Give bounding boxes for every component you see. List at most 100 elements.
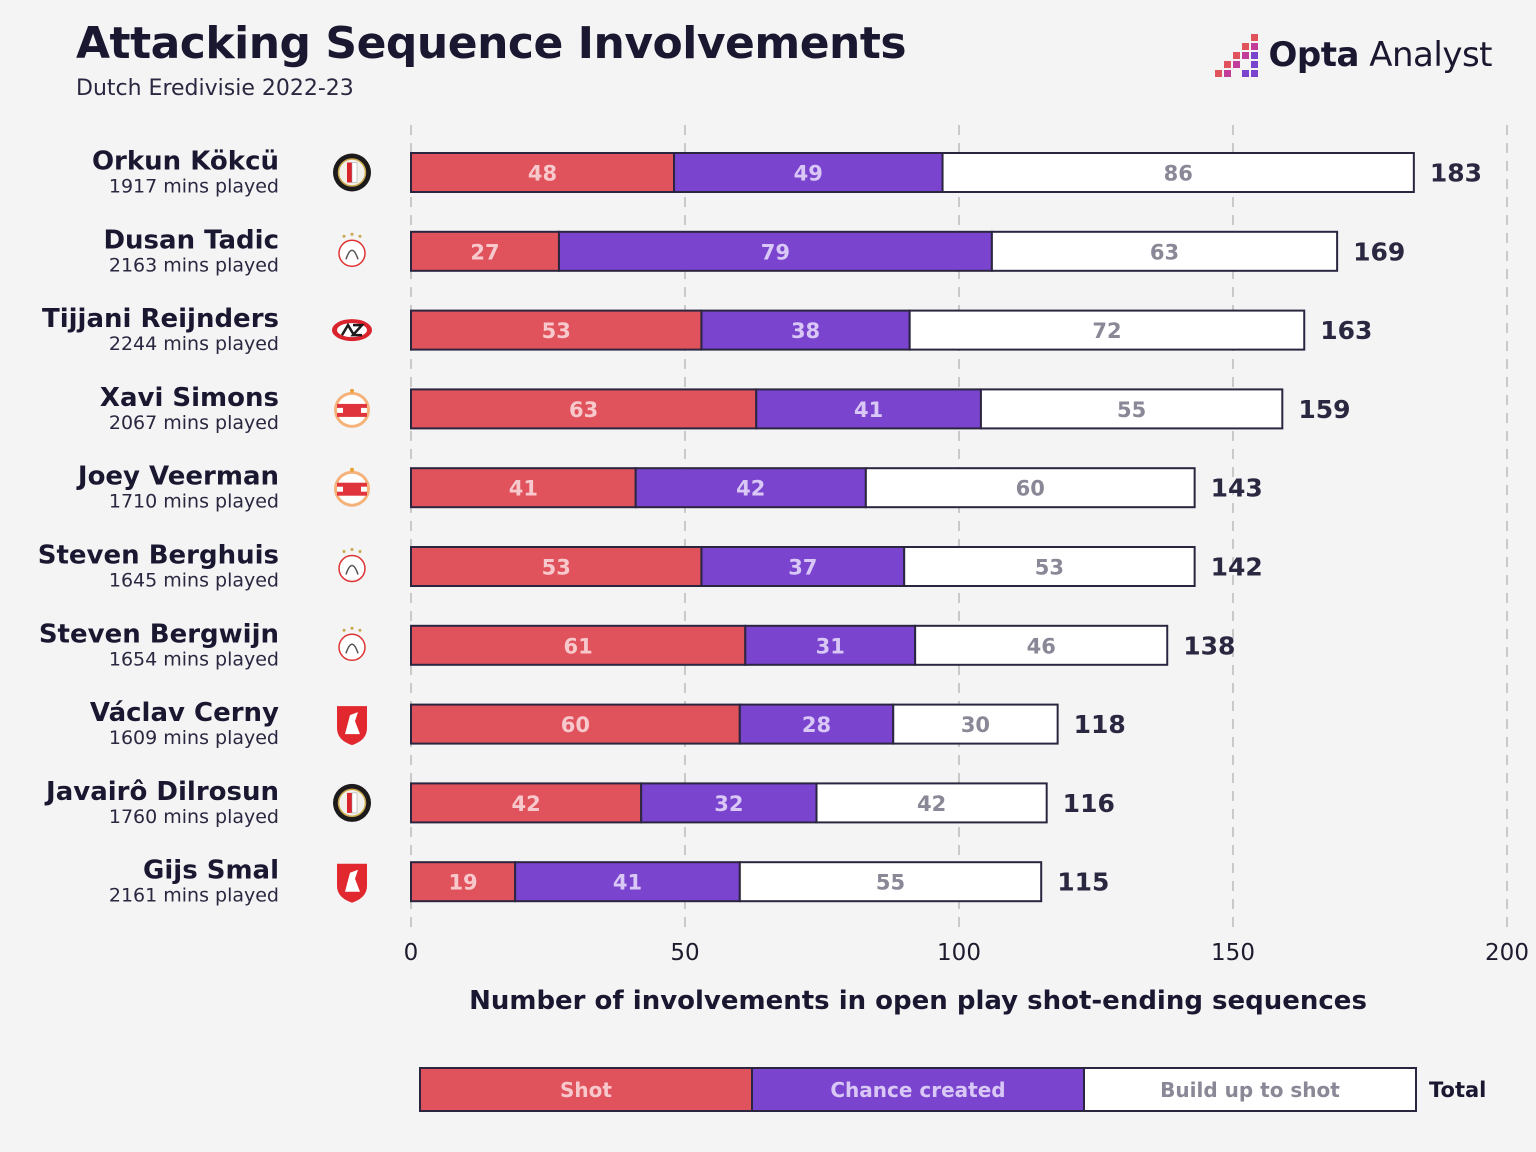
az-badge-icon [332,319,372,342]
segment-value-label: 48 [528,162,557,186]
bar-segment-shot [410,309,703,351]
player-name: Joey Veerman [76,462,279,492]
bar-segment-build-up [941,152,1415,193]
player-name: Orkun Kökcü [92,147,279,177]
legend: Shot Chance created Build up to shot Tot… [419,1067,1486,1112]
badge-star [350,548,354,551]
total-value-label: 159 [1298,395,1350,424]
badge-shield [338,239,366,268]
badge-stripe [337,412,367,417]
bar-segment-chance-created [673,152,944,193]
segment-value-label: 55 [1117,398,1146,422]
badge-star [342,234,346,238]
player-minutes: 2163 mins played [109,254,279,276]
segment-value-label: 53 [542,319,571,343]
bar-segment-shot [410,624,747,666]
twente-badge-icon [337,863,367,903]
player-name: Xavi Simons [100,383,279,413]
segment-value-label: 27 [470,240,499,264]
badge-stripe [337,491,367,496]
ajax-badge-icon [338,232,366,268]
bar-segment-chance-created [514,861,741,903]
total-value-label: 169 [1353,237,1405,266]
x-tick-label: 0 [404,940,419,966]
bar-segment-shot [410,230,560,272]
badge-stripe [337,403,367,408]
segment-value-label: 31 [816,634,845,658]
bar-segment-chance-created [634,467,867,509]
x-tick-label: 50 [670,940,699,966]
total-value-label: 143 [1211,474,1263,503]
segment-value-label: 28 [802,713,831,737]
bar-segment-shot [410,782,643,824]
total-value-label: 138 [1183,631,1235,660]
badge-stripe [351,162,358,183]
bar-segment-chance-created [557,230,993,272]
segment-value-label: 86 [1164,162,1193,186]
player-minutes: 1917 mins played [109,176,279,198]
x-tick-label: 150 [1211,940,1255,966]
bar-segment-build-up [815,782,1048,824]
bar-segment-shot [410,703,741,745]
legend-total: Total [1429,1077,1487,1102]
segment-value-label: 53 [1035,556,1064,580]
player-minutes: 1609 mins played [109,727,279,749]
player-minutes: 1645 mins played [109,570,279,592]
x-tick-label: 200 [1485,940,1529,966]
segment-value-label: 38 [791,319,820,343]
player-minutes: 2161 mins played [109,885,279,907]
badge-horse [345,869,360,892]
badge-face [345,564,359,575]
bar-segment-build-up [892,703,1059,745]
segment-value-label: 42 [917,792,946,816]
feyenoord-badge-icon [333,783,371,822]
bar-segment-build-up [864,467,1196,509]
badge-star [358,234,362,238]
badge-star [350,626,354,630]
segment-value-label: 49 [794,162,823,186]
segment-value-label: 63 [1150,240,1179,264]
bar-segment-build-up [990,230,1339,272]
ajax-badge-icon [338,626,366,662]
brand-name-light: Analyst [1358,35,1492,75]
legend-chance-created: Chance created [751,1069,1083,1110]
segment-value-label: 79 [761,240,790,264]
badge-star [350,467,354,472]
total-value-label: 116 [1063,789,1115,818]
player-minutes: 1760 mins played [109,806,279,828]
bar-segment-chance-created [700,546,906,587]
segment-value-label: 63 [569,398,598,422]
bar-segment-build-up [914,624,1169,666]
total-value-label: 118 [1074,710,1126,739]
total-value-label: 142 [1211,553,1263,582]
opta-analyst-logo: Opta Analyst [1211,30,1493,80]
player-name: Steven Bergwijn [39,619,279,649]
badge-star [350,388,354,393]
total-value-label: 115 [1057,868,1109,897]
player-name: Tijjani Reijnders [42,304,279,334]
bar-segment-chance-created [744,624,917,666]
segment-value-label: 32 [714,792,743,816]
segment-value-label: 41 [613,871,642,895]
segment-value-label: 42 [736,477,765,501]
badge-plate [343,485,361,493]
segment-value-label: 55 [876,871,905,895]
chart-title: Attacking Sequence Involvements [76,18,907,69]
segment-value-label: 19 [448,871,477,895]
segment-value-label: 60 [561,713,590,737]
brand-name-bold: Opta [1268,35,1360,75]
legend-bar: Shot Chance created Build up to shot [419,1067,1417,1112]
chart-subtitle: Dutch Eredivisie 2022-23 [76,76,354,101]
segment-value-label: 30 [961,713,990,737]
badge-horse [345,712,360,735]
x-axis-label: Number of involvements in open play shot… [469,986,1367,1016]
badge-plate [343,406,361,414]
bar-segment-chance-created [700,309,911,351]
legend-build-up: Build up to shot [1083,1069,1415,1110]
psv-badge-icon [334,467,370,507]
bar-segment-shot [410,388,758,430]
bar-segment-chance-created [755,388,982,430]
badge-star [342,550,346,553]
player-name: Dusan Tadic [103,225,279,255]
